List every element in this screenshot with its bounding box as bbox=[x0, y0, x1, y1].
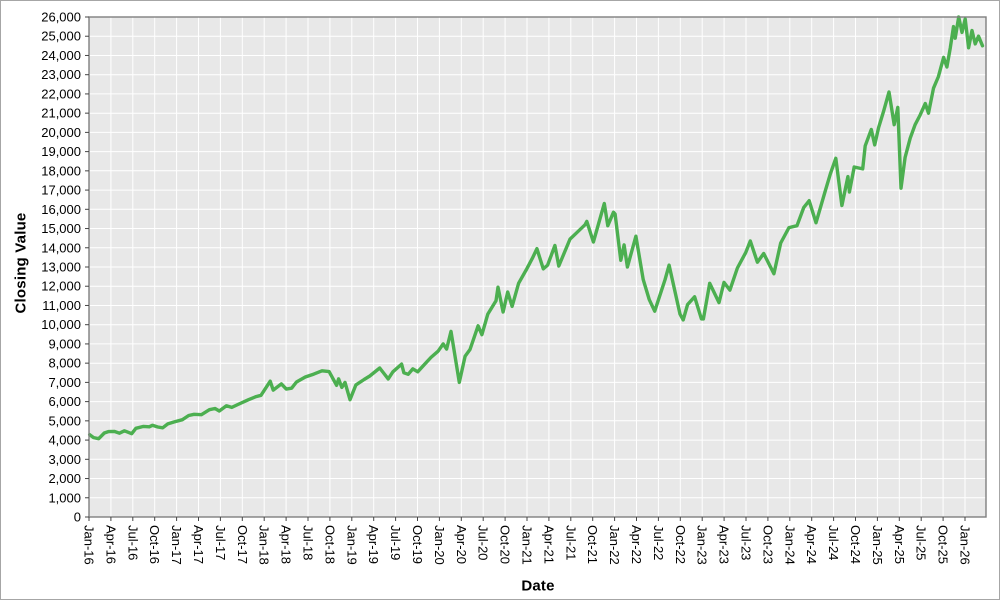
svg-text:Jan-26: Jan-26 bbox=[958, 525, 973, 565]
svg-text:Oct-25: Oct-25 bbox=[936, 525, 951, 564]
svg-text:23,000: 23,000 bbox=[41, 67, 81, 82]
svg-text:Apr-23: Apr-23 bbox=[717, 525, 732, 564]
svg-text:Oct-20: Oct-20 bbox=[498, 525, 513, 564]
svg-text:Jan-20: Jan-20 bbox=[432, 525, 447, 565]
svg-text:24,000: 24,000 bbox=[41, 48, 81, 63]
svg-text:11,000: 11,000 bbox=[42, 298, 81, 313]
svg-text:Jul-24: Jul-24 bbox=[826, 525, 841, 560]
svg-text:Jan-18: Jan-18 bbox=[257, 525, 272, 565]
svg-text:Jan-23: Jan-23 bbox=[695, 525, 710, 565]
svg-text:Jan-19: Jan-19 bbox=[344, 525, 359, 565]
svg-text:12,000: 12,000 bbox=[41, 279, 81, 294]
svg-text:Oct-23: Oct-23 bbox=[760, 525, 775, 564]
svg-text:Apr-22: Apr-22 bbox=[629, 525, 644, 564]
svg-text:Apr-16: Apr-16 bbox=[103, 525, 118, 564]
x-tick-labels: Jan-16 Apr-16 Jul-16 Oct-16 Jan-17 Apr-17 Jul-… bbox=[82, 517, 973, 565]
svg-text:Apr-24: Apr-24 bbox=[804, 525, 819, 564]
svg-text:15,000: 15,000 bbox=[41, 221, 81, 236]
svg-text:Jul-20: Jul-20 bbox=[476, 525, 491, 560]
svg-text:22,000: 22,000 bbox=[41, 86, 81, 101]
svg-text:Jan-21: Jan-21 bbox=[520, 525, 535, 565]
svg-text:Oct-22: Oct-22 bbox=[673, 525, 688, 564]
svg-text:Apr-19: Apr-19 bbox=[366, 525, 381, 564]
svg-text:Apr-20: Apr-20 bbox=[454, 525, 469, 564]
svg-text:5,000: 5,000 bbox=[48, 413, 81, 428]
svg-text:Jan-17: Jan-17 bbox=[169, 525, 184, 565]
svg-text:9,000: 9,000 bbox=[48, 336, 81, 351]
svg-text:16,000: 16,000 bbox=[41, 202, 81, 217]
svg-text:20,000: 20,000 bbox=[41, 125, 81, 140]
svg-text:3,000: 3,000 bbox=[48, 452, 81, 467]
svg-text:6,000: 6,000 bbox=[48, 394, 81, 409]
svg-text:Jul-21: Jul-21 bbox=[563, 525, 578, 560]
svg-text:Apr-21: Apr-21 bbox=[541, 525, 556, 564]
svg-text:Jul-19: Jul-19 bbox=[388, 525, 403, 560]
svg-text:1,000: 1,000 bbox=[48, 490, 81, 505]
svg-text:Jul-22: Jul-22 bbox=[651, 525, 666, 560]
svg-text:8,000: 8,000 bbox=[48, 356, 81, 371]
svg-text:4,000: 4,000 bbox=[48, 433, 81, 448]
svg-text:Jan-16: Jan-16 bbox=[82, 525, 97, 565]
svg-text:17,000: 17,000 bbox=[41, 183, 81, 198]
svg-text:25,000: 25,000 bbox=[41, 29, 81, 44]
svg-text:Jan-25: Jan-25 bbox=[870, 525, 885, 565]
svg-text:Jul-18: Jul-18 bbox=[301, 525, 316, 560]
svg-text:Jul-25: Jul-25 bbox=[914, 525, 929, 560]
svg-text:Oct-19: Oct-19 bbox=[410, 525, 425, 564]
svg-text:10,000: 10,000 bbox=[41, 317, 81, 332]
svg-text:Oct-17: Oct-17 bbox=[235, 525, 250, 564]
svg-text:18,000: 18,000 bbox=[41, 163, 81, 178]
svg-text:Jan-24: Jan-24 bbox=[782, 525, 797, 565]
svg-text:19,000: 19,000 bbox=[41, 144, 81, 159]
x-axis-title: Date bbox=[521, 577, 555, 595]
svg-text:Oct-24: Oct-24 bbox=[848, 525, 863, 564]
svg-text:26,000: 26,000 bbox=[41, 10, 81, 25]
svg-text:Jul-16: Jul-16 bbox=[125, 525, 140, 560]
svg-text:Jan-22: Jan-22 bbox=[607, 525, 622, 565]
svg-text:Oct-21: Oct-21 bbox=[585, 525, 600, 564]
svg-text:Oct-16: Oct-16 bbox=[147, 525, 162, 564]
series-line-closing-value bbox=[87, 15, 985, 441]
svg-text:Apr-18: Apr-18 bbox=[279, 525, 294, 564]
svg-text:2,000: 2,000 bbox=[48, 471, 81, 486]
svg-text:Apr-25: Apr-25 bbox=[892, 525, 907, 564]
svg-text:Oct-18: Oct-18 bbox=[322, 525, 337, 564]
svg-text:Jul-17: Jul-17 bbox=[213, 525, 228, 560]
svg-text:7,000: 7,000 bbox=[48, 375, 81, 390]
svg-text:21,000: 21,000 bbox=[41, 106, 81, 121]
y-tick-labels: 0 1,000 2,000 3,000 4,000 5,000 6,000 7,000 8,00… bbox=[41, 10, 89, 525]
svg-text:Jul-23: Jul-23 bbox=[739, 525, 754, 560]
svg-text:0: 0 bbox=[74, 510, 81, 525]
svg-text:14,000: 14,000 bbox=[41, 240, 81, 255]
y-axis-title: Closing Value bbox=[12, 212, 30, 314]
svg-text:13,000: 13,000 bbox=[41, 260, 81, 275]
svg-text:Apr-17: Apr-17 bbox=[191, 525, 206, 564]
data-series bbox=[87, 15, 985, 441]
